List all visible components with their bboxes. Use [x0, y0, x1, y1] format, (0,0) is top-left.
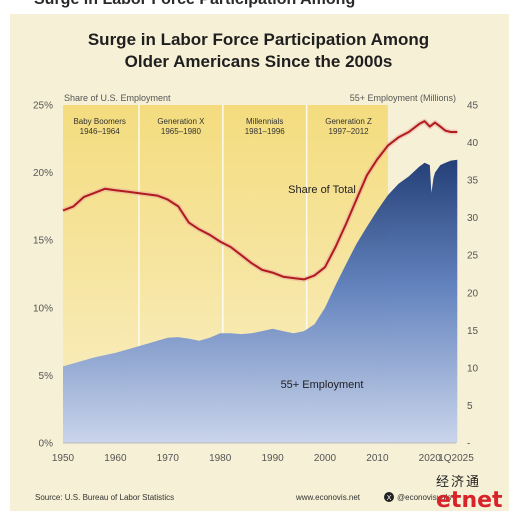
chart-title-line-2: Older Americans Since the 2000s — [124, 52, 393, 71]
generation-years: 1997–2012 — [329, 127, 370, 136]
left-axis-ticks: 0% 5% 10% 15% 20% 25% — [33, 101, 53, 450]
generation-name: Millennials — [246, 117, 283, 126]
right-axis-label: 55+ Employment (Millions) — [350, 93, 456, 103]
right-tick-label: 45 — [467, 101, 479, 112]
generation-years: 1965–1980 — [161, 127, 202, 136]
employment-label: 55+ Employment — [281, 379, 364, 391]
right-tick-label: 25 — [467, 251, 479, 262]
left-tick-label: 15% — [33, 236, 53, 247]
employment-area-layer — [63, 159, 458, 444]
right-tick-label: 20 — [467, 288, 479, 299]
source-note: Source: U.S. Bureau of Labor Statistics — [35, 493, 174, 502]
right-tick-label: 15 — [467, 326, 479, 337]
left-tick-label: 25% — [33, 101, 53, 112]
share-of-total-label: Share of Total — [288, 184, 356, 196]
left-tick-label: 10% — [33, 303, 53, 314]
left-tick-label: 20% — [33, 168, 53, 179]
cropped-title-remnant: Surge in Labor Force Participation Among — [0, 0, 517, 14]
x-tick-label: 2010 — [366, 453, 389, 464]
right-tick-label: 10 — [467, 363, 479, 374]
x-tick-label: 1Q2025 — [438, 453, 474, 464]
left-axis-label: Share of U.S. Employment — [64, 93, 171, 103]
left-tick-label: 5% — [39, 371, 54, 382]
right-tick-label: 30 — [467, 213, 479, 224]
employment-area — [63, 159, 458, 444]
x-tick-label: 2020 — [419, 453, 442, 464]
generation-name: Baby Boomers — [73, 117, 125, 126]
x-tick-label: 1980 — [209, 453, 232, 464]
x-logo-icon: X — [384, 492, 394, 502]
x-tick-label: 1970 — [157, 453, 180, 464]
x-tick-label: 1990 — [261, 453, 284, 464]
social-handle: @econovisuals — [397, 493, 451, 502]
chart-title-line-1: Surge in Labor Force Participation Among — [87, 30, 430, 49]
right-tick-label: - — [467, 439, 470, 450]
chart-title: Surge in Labor Force Participation Among… — [0, 29, 517, 73]
generation-name: Generation Z — [325, 117, 372, 126]
generation-years: 1981–1996 — [245, 127, 286, 136]
watermark-logo: etnet — [436, 488, 503, 513]
generation-years: 1946–1964 — [80, 127, 121, 136]
generation-name: Generation X — [157, 117, 205, 126]
x-tick-label: 2000 — [314, 453, 337, 464]
left-tick-label: 0% — [39, 439, 54, 450]
x-tick-label: 1960 — [104, 453, 127, 464]
share-line-layer — [62, 118, 458, 282]
svg-text:X: X — [387, 494, 392, 502]
watermark-chinese: 经济通 — [436, 475, 482, 490]
etnet-watermark: 经济通 etnet — [436, 476, 503, 512]
right-tick-label: 40 — [467, 138, 479, 149]
right-axis-ticks: - 5 10 15 20 25 30 35 40 45 — [467, 101, 479, 450]
right-tick-label: 5 — [467, 401, 473, 412]
share-line — [62, 120, 458, 281]
right-tick-label: 35 — [467, 176, 479, 187]
site-url: www.econovis.net — [295, 493, 361, 502]
x-tick-label: 1950 — [52, 453, 75, 464]
